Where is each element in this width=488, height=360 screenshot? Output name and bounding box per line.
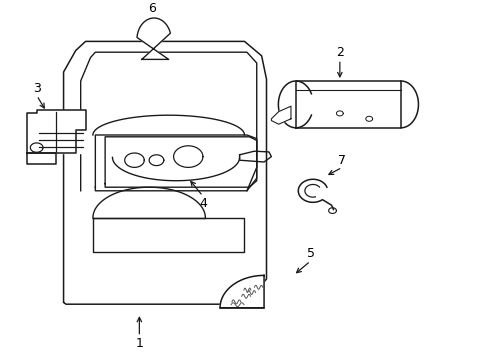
Polygon shape <box>295 81 400 128</box>
Text: 2: 2 <box>335 46 343 59</box>
Polygon shape <box>27 110 85 153</box>
Text: 7: 7 <box>338 154 346 167</box>
Text: 6: 6 <box>147 3 155 15</box>
Polygon shape <box>137 18 170 59</box>
Polygon shape <box>220 275 264 308</box>
Polygon shape <box>271 106 290 124</box>
Text: 3: 3 <box>33 82 41 95</box>
Text: 5: 5 <box>306 247 314 260</box>
Text: 1: 1 <box>135 337 143 350</box>
Text: 4: 4 <box>199 197 206 210</box>
